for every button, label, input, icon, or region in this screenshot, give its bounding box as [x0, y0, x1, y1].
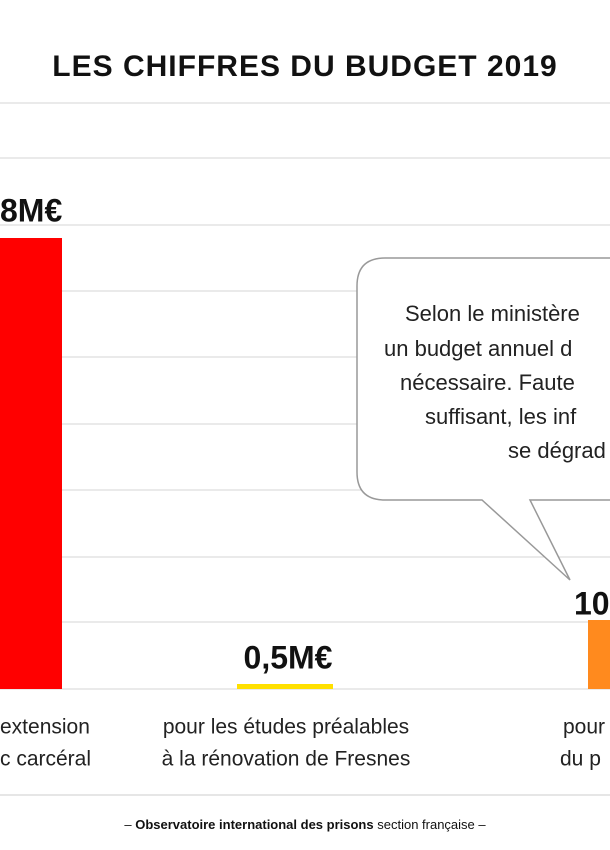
footer-rest: section française –: [377, 817, 486, 832]
callout-line: Selon le ministère: [405, 301, 580, 326]
caption: à la rénovation de Fresnes: [162, 748, 411, 771]
callout-line: se dégrad: [508, 438, 606, 463]
bar-value: 10: [574, 585, 610, 621]
bar-value: 8M€: [0, 192, 62, 228]
callout-line: nécessaire. Faute: [400, 370, 575, 395]
caption: du p: [560, 748, 601, 771]
grid: [0, 102, 610, 690]
footer: – Observatoire international des prisons…: [124, 817, 486, 832]
caption: c carcéral: [0, 748, 91, 771]
caption: pour les études préalables: [163, 716, 409, 739]
bar: [0, 238, 62, 689]
bar: [588, 620, 610, 689]
bar-value: 0,5M€: [244, 639, 333, 675]
caption: pour: [563, 716, 605, 739]
title: LES CHIFFRES DU BUDGET 2019: [52, 50, 557, 83]
callout-line: un budget annuel d: [384, 336, 572, 361]
speech-bubble: [356, 257, 610, 581]
footer-open: –: [124, 817, 132, 832]
callout-line: suffisant, les inf: [425, 404, 577, 429]
bar: [237, 684, 333, 689]
footer-org: Observatoire international des prisons: [135, 817, 373, 832]
caption: extension: [0, 716, 90, 739]
